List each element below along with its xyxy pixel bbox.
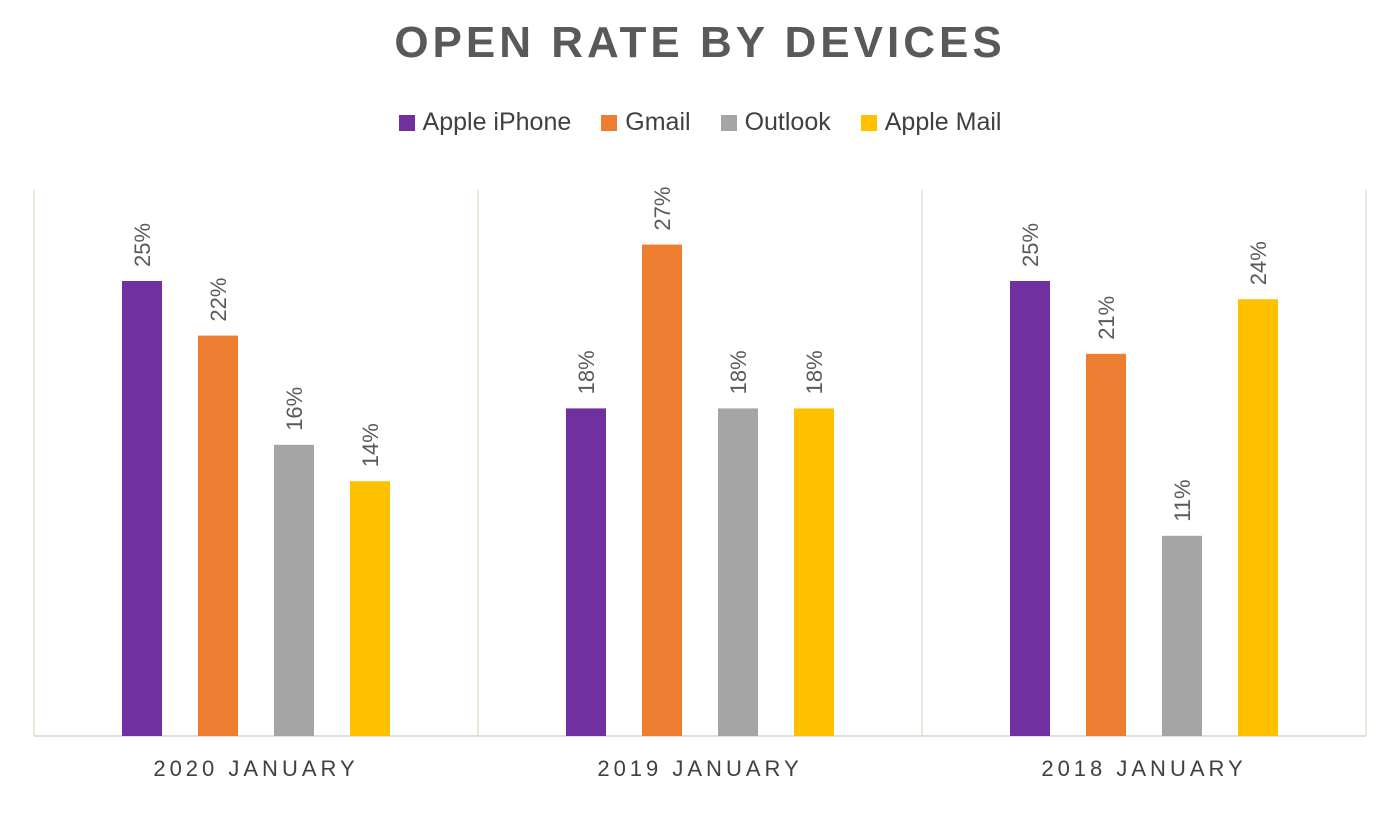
- data-label: 22%: [206, 278, 231, 322]
- category-label: 2020 JANUARY: [153, 756, 358, 781]
- legend-swatch: [601, 114, 618, 131]
- legend-swatch: [398, 114, 415, 131]
- data-label: 16%: [282, 387, 307, 431]
- legend-label: Apple Mail: [884, 108, 1002, 136]
- bar: [718, 408, 758, 736]
- legend-item-apple-iphone: Apple iPhone: [398, 108, 572, 137]
- legend-item-apple-mail: Apple Mail: [860, 108, 1002, 137]
- data-label: 18%: [574, 350, 599, 394]
- data-label: 11%: [1170, 479, 1195, 521]
- data-label: 14%: [358, 423, 383, 467]
- legend-item-outlook: Outlook: [720, 108, 831, 137]
- chart-title: OPEN RATE BY DEVICES: [394, 18, 1006, 67]
- category-label: 2018 JANUARY: [1041, 756, 1246, 781]
- legend-item-gmail: Gmail: [601, 108, 691, 137]
- bar: [794, 408, 834, 736]
- data-label: 27%: [650, 187, 675, 231]
- data-label: 18%: [726, 350, 751, 394]
- bar: [1238, 299, 1278, 736]
- bar: [274, 444, 314, 736]
- data-label: 24%: [1246, 241, 1271, 285]
- legend-label: Apple iPhone: [422, 108, 572, 136]
- bar: [122, 281, 162, 736]
- bar: [350, 481, 390, 736]
- bar: [1010, 281, 1050, 736]
- bar: [642, 244, 682, 736]
- legend-swatch: [720, 114, 737, 131]
- data-label: 25%: [1018, 223, 1043, 267]
- category-label: 2019 JANUARY: [597, 756, 802, 781]
- legend-label: Gmail: [625, 108, 691, 136]
- data-label: 18%: [802, 350, 827, 394]
- bar: [1086, 353, 1126, 736]
- legend-swatch: [860, 114, 877, 131]
- bar: [1162, 535, 1202, 736]
- legend: Apple iPhone Gmail Outlook Apple Mail: [0, 108, 1400, 137]
- bar: [198, 335, 238, 736]
- bar: [566, 408, 606, 736]
- data-label: 21%: [1094, 296, 1119, 340]
- data-label: 25%: [130, 223, 155, 267]
- legend-label: Outlook: [744, 108, 831, 136]
